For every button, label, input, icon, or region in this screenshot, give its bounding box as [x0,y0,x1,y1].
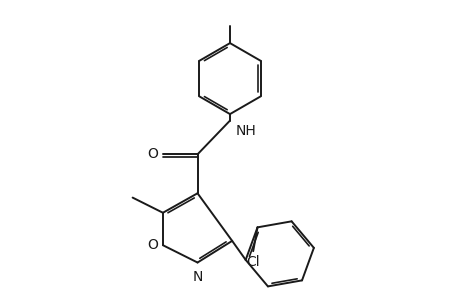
Text: O: O [147,147,158,161]
Text: NH: NH [235,124,255,138]
Text: N: N [192,270,202,284]
Text: Cl: Cl [246,255,259,268]
Text: O: O [147,238,158,252]
